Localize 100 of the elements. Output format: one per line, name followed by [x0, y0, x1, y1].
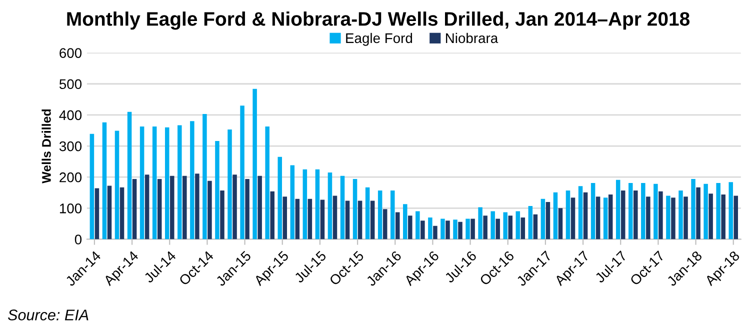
bar — [684, 196, 688, 240]
y-tick-label: 100 — [60, 204, 82, 214]
bar — [496, 218, 500, 240]
bar — [332, 196, 338, 240]
bar — [215, 141, 220, 240]
bar — [90, 134, 94, 240]
bar — [265, 126, 270, 240]
bar — [228, 130, 232, 240]
bar — [328, 172, 332, 240]
bar — [178, 125, 182, 240]
bar — [721, 194, 726, 240]
bar — [666, 196, 670, 240]
bar — [308, 198, 312, 240]
bar — [671, 198, 676, 240]
bar — [102, 122, 107, 240]
bar — [378, 190, 382, 240]
bar — [533, 214, 538, 240]
bar — [453, 220, 458, 240]
bar — [646, 196, 650, 240]
bar — [558, 208, 563, 240]
bar — [620, 190, 626, 240]
bar — [628, 183, 633, 240]
bar — [295, 198, 300, 240]
bar — [370, 200, 375, 240]
bar — [490, 211, 495, 240]
bar — [320, 200, 325, 240]
bar — [152, 126, 157, 240]
y-tick-label: 200 — [60, 172, 82, 182]
bar — [345, 200, 350, 240]
bar — [516, 211, 520, 240]
bar — [232, 174, 237, 240]
bar — [508, 216, 512, 240]
bar — [94, 188, 100, 240]
bar — [528, 206, 533, 240]
bar — [596, 196, 600, 240]
bar — [546, 202, 550, 240]
bar — [208, 180, 212, 240]
bar — [182, 176, 187, 240]
y-axis-title: Wells Drilled — [42, 109, 51, 184]
bar — [240, 106, 244, 240]
bar — [202, 114, 207, 240]
bar — [170, 176, 174, 240]
bar — [157, 178, 162, 240]
bar — [470, 218, 475, 240]
bar — [658, 191, 663, 240]
bar — [483, 216, 488, 240]
bar — [252, 88, 257, 240]
bar — [132, 178, 137, 240]
y-tick-label: 600 — [60, 48, 82, 58]
bar — [478, 207, 482, 240]
bar — [352, 178, 358, 240]
y-tick-label: 500 — [59, 79, 82, 90]
bar — [570, 198, 576, 240]
bar — [140, 126, 144, 240]
y-tick-label: 0 — [74, 234, 82, 244]
bar — [708, 194, 713, 240]
bar — [340, 176, 345, 240]
bar — [127, 112, 132, 240]
bar — [458, 222, 462, 240]
bar — [195, 174, 200, 240]
legend-label: Eagle Ford — [346, 32, 412, 46]
bar — [616, 180, 620, 240]
bar — [282, 196, 288, 240]
bar — [290, 165, 295, 240]
bar — [603, 198, 608, 240]
bar — [634, 190, 638, 240]
bar — [395, 212, 400, 240]
bar — [428, 217, 432, 240]
bar — [678, 190, 683, 240]
legend-label: Niobrara — [446, 32, 498, 44]
bar — [416, 211, 420, 240]
bar — [578, 186, 583, 240]
bar — [390, 190, 395, 240]
bar — [408, 216, 412, 240]
bar — [164, 127, 170, 240]
bar — [590, 183, 596, 240]
bar — [270, 191, 274, 240]
bar — [440, 218, 445, 240]
bar — [245, 178, 250, 240]
source-note: Source: EIA — [8, 310, 88, 320]
y-tick-label: 300 — [59, 141, 82, 152]
bar — [704, 184, 708, 240]
chart-title: Monthly Eagle Ford & Niobrara-DJ Wells Drilled, Jan 2014–Apr 2018 — [67, 12, 690, 30]
bar — [382, 209, 388, 240]
bar — [220, 190, 224, 240]
bar — [734, 196, 738, 240]
bar — [302, 169, 308, 240]
bar — [641, 183, 646, 240]
bar — [433, 226, 438, 240]
bar — [258, 176, 262, 240]
bar — [520, 217, 526, 240]
bar — [696, 187, 700, 240]
bar — [358, 200, 362, 240]
bar — [365, 187, 370, 240]
bar — [420, 220, 425, 240]
bar — [566, 190, 570, 240]
bar — [583, 192, 588, 240]
bar — [716, 183, 720, 240]
bar — [540, 198, 546, 240]
bar — [728, 182, 733, 240]
